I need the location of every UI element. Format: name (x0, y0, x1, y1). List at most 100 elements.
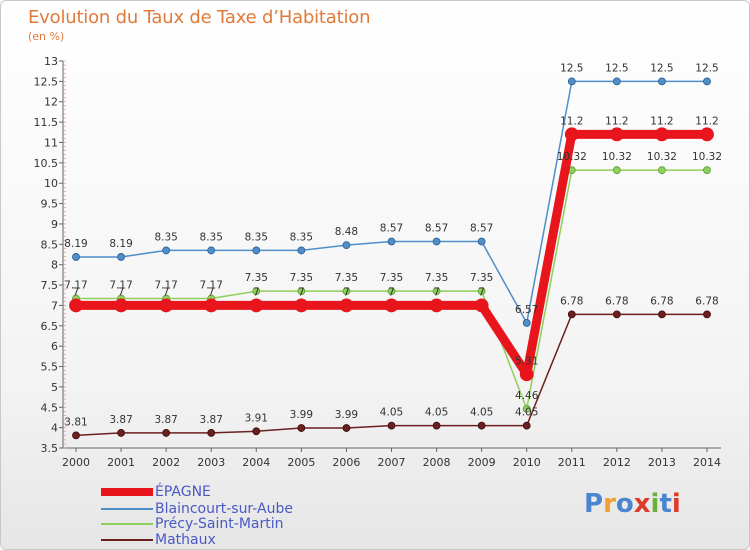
data-point (658, 166, 666, 175)
logo-letter: x (633, 489, 651, 519)
data-label: 4.05 (470, 407, 493, 419)
data-point (612, 77, 621, 86)
y-tick-label: 9 (51, 218, 58, 231)
data-point (252, 287, 261, 296)
legend-swatch-blaincourt (101, 508, 153, 510)
data-label: 3.99 (290, 409, 313, 421)
data-point (609, 127, 624, 142)
x-tick-label: 2011 (558, 456, 586, 469)
data-label: 3.91 (245, 412, 268, 424)
y-tick-label: 11 (44, 136, 58, 149)
y-tick-label: 4 (51, 422, 58, 435)
legend-swatch-mathaux (101, 539, 153, 541)
data-point (297, 246, 306, 255)
data-point (159, 298, 174, 313)
x-tick-label: 2007 (378, 456, 406, 469)
data-label: 5.31 (515, 355, 538, 367)
data-point (519, 367, 534, 382)
legend-item-mathaux: Mathaux (101, 532, 361, 548)
y-tick-label: 8 (51, 259, 58, 272)
data-label: 7.35 (470, 272, 493, 284)
data-label: 7.35 (245, 272, 268, 284)
data-point (72, 253, 80, 261)
data-point (342, 424, 351, 432)
data-point (342, 287, 351, 296)
data-label: 3.87 (200, 414, 223, 426)
data-label: 12.5 (560, 62, 583, 74)
data-label: 7 (433, 286, 440, 298)
data-label: 3.87 (109, 414, 132, 426)
data-label: 7 (163, 286, 170, 298)
data-point (703, 166, 711, 175)
data-label: 3.81 (64, 416, 87, 428)
y-tick-label: 5 (51, 381, 58, 394)
logo-letter: P (584, 489, 604, 519)
data-label: 4.05 (380, 407, 403, 419)
data-label: 7 (388, 286, 395, 298)
data-label: 4.05 (425, 407, 448, 419)
data-point (114, 298, 128, 313)
data-point (297, 424, 306, 432)
proxiti-logo: Proxiti (584, 489, 681, 519)
data-point (432, 287, 441, 296)
data-label: 11.2 (560, 115, 583, 127)
data-label: 7 (118, 286, 125, 298)
data-label: 11.2 (650, 115, 673, 127)
x-tick-label: 2012 (603, 456, 631, 469)
data-point (252, 246, 261, 255)
data-label: 6.78 (605, 295, 628, 307)
data-point (162, 429, 171, 437)
data-point (384, 298, 399, 313)
x-tick-label: 2008 (423, 456, 451, 469)
y-tick-label: 7.5 (41, 279, 59, 292)
y-tick-label: 12 (44, 96, 58, 109)
data-label: 10.32 (557, 151, 587, 163)
data-point (658, 77, 666, 86)
x-tick-label: 2003 (197, 456, 225, 469)
data-label: 8.57 (380, 222, 403, 234)
data-point (703, 77, 711, 86)
data-label: 6.57 (515, 304, 538, 316)
data-label: 3.87 (154, 414, 177, 426)
data-point (658, 310, 666, 319)
data-label: 7.35 (380, 272, 403, 284)
data-label: 6.78 (650, 295, 673, 307)
y-tick-label: 12.5 (34, 75, 59, 88)
data-label: 7 (253, 286, 260, 298)
data-label: 10.32 (692, 151, 722, 163)
data-label: 12.5 (650, 62, 673, 74)
x-tick-label: 2002 (152, 456, 180, 469)
data-point (477, 421, 486, 430)
data-point (387, 421, 396, 430)
data-label: 7.35 (290, 272, 313, 284)
y-tick-label: 7 (51, 299, 58, 312)
data-label: 8.19 (109, 238, 132, 250)
x-tick-label: 2006 (332, 456, 360, 469)
y-tick-label: 4.5 (41, 401, 59, 414)
data-point (297, 287, 306, 296)
legend-label-precy: Précy-Saint-Martin (155, 516, 284, 532)
data-label: 7.35 (335, 272, 358, 284)
data-point (432, 421, 441, 430)
y-tick-label: 3.5 (41, 442, 59, 455)
legend-swatch-epagne (101, 488, 153, 496)
data-label: 8.57 (470, 222, 493, 234)
data-label: 8.35 (200, 231, 223, 243)
y-tick-label: 8.5 (41, 238, 59, 251)
data-point (522, 421, 531, 430)
data-point (567, 310, 576, 319)
data-point (207, 246, 216, 255)
x-tick-label: 2001 (107, 456, 135, 469)
data-label: 8.19 (64, 238, 87, 250)
data-point (429, 298, 444, 313)
data-label: 11.2 (605, 115, 628, 127)
y-tick-label: 6.5 (41, 320, 59, 333)
y-tick-label: 10.5 (34, 157, 59, 170)
logo-letter: r (603, 489, 616, 519)
data-label: 8.57 (425, 222, 448, 234)
data-label: 8.35 (290, 231, 313, 243)
data-label: 10.32 (602, 151, 632, 163)
data-point (564, 127, 579, 142)
logo-letter: i (671, 489, 681, 519)
